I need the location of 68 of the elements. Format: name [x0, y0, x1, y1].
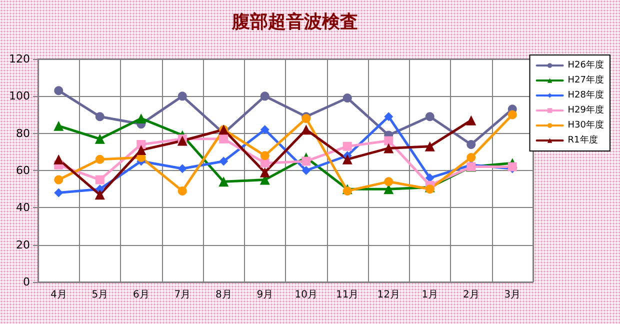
- x-tick-label: 8月: [215, 290, 232, 300]
- legend-label: H28年度: [568, 90, 604, 100]
- x-tick-label: 2月: [462, 290, 480, 300]
- point: [54, 154, 64, 164]
- y-tick-label: 100: [9, 90, 30, 103]
- point: [136, 145, 146, 156]
- chart-title: 腹部超音波検査: [231, 12, 358, 32]
- x-tick-label: 9月: [256, 290, 274, 300]
- point: [54, 188, 64, 198]
- x-tick-label: 6月: [132, 290, 150, 300]
- point: [302, 166, 311, 175]
- x-tick-label: 1月: [422, 290, 438, 300]
- point: [424, 141, 435, 152]
- point: [95, 175, 104, 184]
- x-tick-label: 4月: [50, 290, 67, 300]
- point: [54, 175, 64, 184]
- y-tick-label: 0: [23, 276, 30, 288]
- point: [260, 167, 270, 178]
- point: [425, 112, 434, 122]
- point: [466, 140, 476, 149]
- point: [466, 115, 476, 126]
- y-tick-label: 40: [16, 201, 30, 214]
- y-tick-label: 60: [16, 164, 30, 177]
- point: [384, 177, 394, 186]
- point: [178, 92, 187, 101]
- point: [260, 125, 270, 134]
- point: [342, 94, 352, 103]
- point: [342, 154, 352, 164]
- point: [219, 134, 228, 144]
- point: [342, 142, 352, 151]
- point: [177, 136, 188, 146]
- point: [508, 110, 517, 120]
- point: [301, 124, 312, 135]
- point: [94, 190, 105, 200]
- x-tick-label: 3月: [504, 290, 521, 300]
- point: [218, 176, 229, 187]
- point: [384, 136, 394, 146]
- point: [384, 143, 394, 154]
- x-tick-label: 12月: [377, 290, 400, 300]
- legend-label: H30年度: [568, 120, 604, 130]
- y-tick-label: 80: [16, 126, 30, 140]
- point: [94, 134, 105, 144]
- point: [302, 156, 311, 166]
- legend-label: H26年度: [568, 60, 604, 70]
- legend-label: R1年度: [568, 134, 598, 146]
- point: [95, 154, 104, 164]
- y-tick-label: 120: [9, 52, 30, 66]
- point: [95, 112, 104, 122]
- point: [384, 112, 394, 122]
- x-tick-label: 10月: [294, 290, 318, 300]
- point: [260, 158, 270, 168]
- point: [219, 156, 228, 166]
- point: [54, 120, 64, 131]
- y-tick-label: 20: [16, 238, 30, 252]
- point: [136, 113, 146, 124]
- point: [466, 152, 476, 162]
- point: [54, 86, 64, 96]
- point: [260, 151, 270, 160]
- point: [178, 164, 187, 174]
- x-tick-label: 5月: [92, 290, 108, 300]
- x-tick-label: 7月: [174, 290, 191, 300]
- point: [425, 184, 434, 194]
- legend-label: H29年度: [568, 104, 604, 116]
- point: [136, 140, 146, 149]
- point: [260, 92, 270, 101]
- point: [178, 186, 187, 196]
- legend-label: H27年度: [568, 74, 604, 86]
- x-tick-label: 11月: [336, 290, 359, 300]
